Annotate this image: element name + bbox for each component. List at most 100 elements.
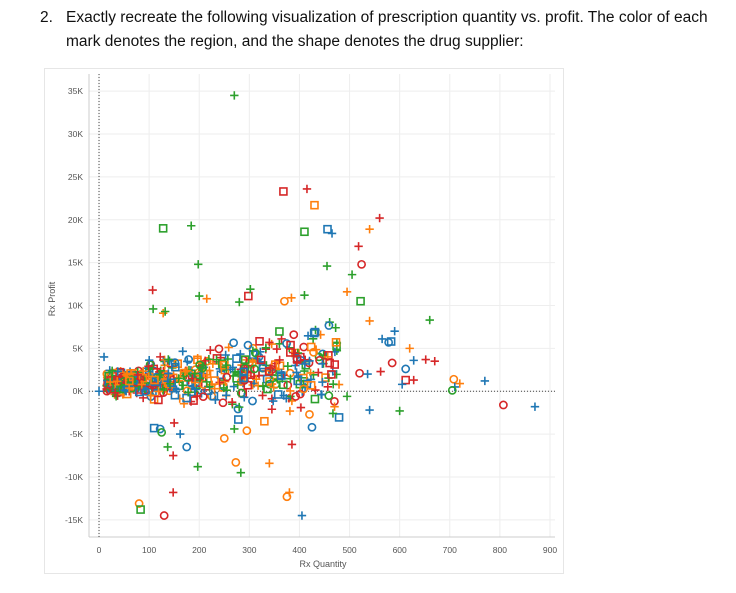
data-point-plus <box>292 368 301 377</box>
data-point-circle <box>214 344 224 354</box>
data-point-plus <box>390 327 399 336</box>
data-point-plus <box>235 297 244 307</box>
data-point-square <box>309 328 319 338</box>
data-point-plus <box>286 386 295 396</box>
axes: 0 100 200 300 400 500 600 700 800 900 35K 30K 25K 20K… <box>65 74 557 555</box>
data-point-plus <box>175 429 185 439</box>
data-point-circle <box>198 363 208 373</box>
data-point-square <box>264 367 274 376</box>
data-point-plus <box>156 352 165 362</box>
data-point-plus <box>168 488 178 497</box>
data-point-plus <box>106 377 115 387</box>
data-point-plus <box>256 347 265 357</box>
data-point-plus <box>178 347 187 356</box>
data-point-circle <box>305 409 314 419</box>
data-point-plus <box>269 383 278 392</box>
y-tick-label: 10K <box>68 301 83 311</box>
data-point-square <box>286 340 295 350</box>
data-point-plus <box>268 396 278 406</box>
data-point-plus <box>365 316 374 326</box>
y-tick-label: 30K <box>68 129 83 139</box>
data-point-circle <box>170 358 180 368</box>
data-point-plus <box>234 402 244 412</box>
data-point-square <box>256 355 266 365</box>
data-point-plus <box>145 355 154 365</box>
data-point-plus <box>182 366 192 375</box>
data-point-plus <box>252 374 261 384</box>
data-point-plus <box>183 357 192 366</box>
data-point-plus <box>240 393 249 402</box>
marks <box>94 91 540 520</box>
data-point-circle <box>183 373 193 382</box>
data-point-plus <box>236 349 245 359</box>
data-point-square <box>334 413 344 422</box>
data-point-plus <box>265 338 274 347</box>
data-point-circle <box>307 422 317 432</box>
data-point-plus <box>332 346 342 355</box>
y-axis-label: Rx Profit <box>47 281 57 316</box>
data-point-plus <box>164 369 173 378</box>
data-point-plus <box>365 224 374 234</box>
data-point-plus <box>285 406 295 416</box>
data-point-plus <box>430 357 439 366</box>
x-tick-label: 600 <box>393 545 407 555</box>
data-point-plus <box>107 366 117 375</box>
x-axis-label: Rx Quantity <box>299 559 347 569</box>
data-point-plus <box>365 405 374 415</box>
data-point-plus <box>160 307 170 316</box>
data-point-plus <box>215 378 224 387</box>
data-point-plus <box>283 361 293 371</box>
data-point-plus <box>230 424 239 434</box>
data-point-plus <box>376 367 385 376</box>
y-tick-label: 20K <box>68 215 83 225</box>
data-point-square <box>232 354 241 363</box>
data-point-plus <box>318 359 327 369</box>
data-point-circle <box>159 511 169 520</box>
data-point-plus <box>168 451 178 460</box>
data-point-plus <box>261 343 271 353</box>
data-point-plus <box>248 357 257 367</box>
data-point-plus <box>267 405 277 414</box>
data-point-square <box>310 327 320 337</box>
data-point-plus <box>287 440 297 449</box>
data-point-plus <box>405 344 414 353</box>
data-point-plus <box>347 270 357 279</box>
scatter-chart-frame: 0 100 200 300 400 500 600 700 800 900 35K 30K 25K 20K… <box>44 68 564 574</box>
data-point-plus <box>363 369 372 379</box>
data-point-square <box>279 187 288 196</box>
data-point-square <box>292 355 302 364</box>
data-point-plus <box>204 355 214 364</box>
data-point-square <box>150 375 159 385</box>
data-point-square <box>239 367 249 377</box>
data-point-plus <box>395 406 404 416</box>
data-point-plus <box>455 379 464 388</box>
data-point-plus <box>480 376 490 386</box>
data-point-plus <box>99 352 109 362</box>
data-point-plus <box>305 356 314 366</box>
data-point-plus <box>210 384 219 393</box>
data-point-square <box>279 380 288 390</box>
data-point-circle <box>283 380 293 390</box>
data-point-circle <box>387 358 397 368</box>
data-point-plus <box>94 387 104 396</box>
data-point-plus <box>137 380 146 389</box>
data-point-plus <box>206 345 215 355</box>
data-point-plus <box>229 382 239 391</box>
data-point-plus <box>287 293 296 302</box>
data-point-circle <box>182 442 192 452</box>
data-point-square <box>386 337 396 346</box>
data-point-circle <box>127 375 137 385</box>
x-tick-label: 900 <box>543 545 557 555</box>
question-text: Exactly recreate the following visualiza… <box>66 9 708 50</box>
data-point-plus <box>124 383 134 393</box>
data-point-circle <box>229 338 239 348</box>
y-tick-label: -15K <box>65 515 83 525</box>
data-point-plus <box>328 409 338 418</box>
data-point-circle <box>324 321 334 330</box>
data-point-plus <box>169 418 179 428</box>
data-point-plus <box>221 391 231 400</box>
data-point-square <box>170 390 180 400</box>
data-point-plus <box>377 334 387 344</box>
data-point-square <box>171 362 180 372</box>
data-point-plus <box>208 359 218 369</box>
